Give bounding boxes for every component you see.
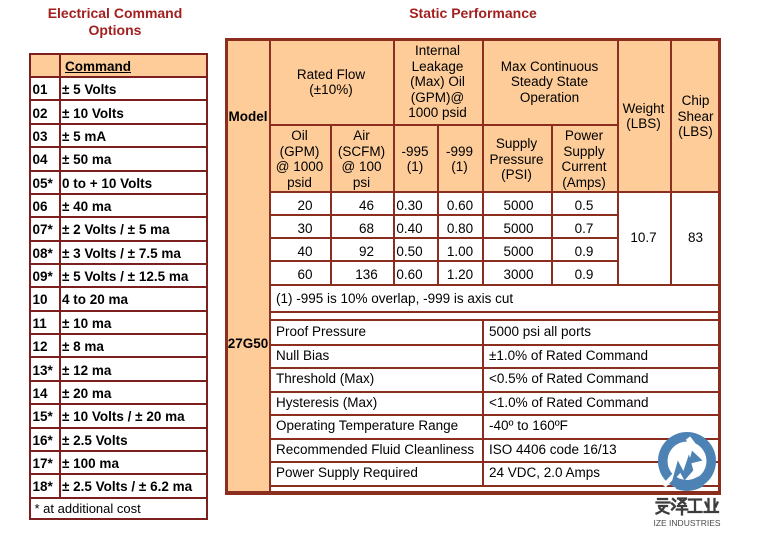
svg-text:IZE INDUSTRIES: IZE INDUSTRIES: [653, 518, 720, 528]
